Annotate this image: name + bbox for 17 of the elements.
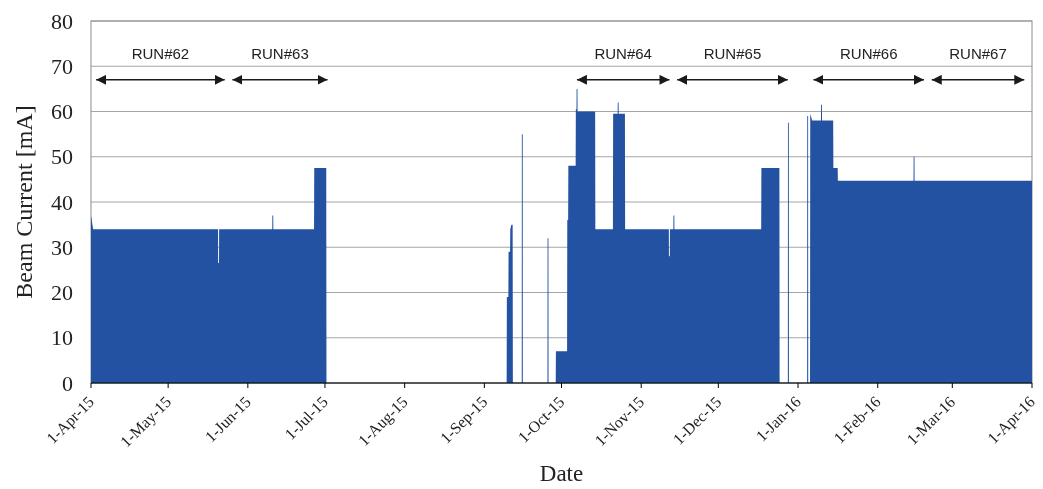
- y-tick-label: 80: [51, 8, 73, 34]
- y-tick-label: 40: [51, 189, 73, 215]
- series-label: RUN#67: [949, 44, 1007, 62]
- y-tick-label: 30: [51, 234, 73, 260]
- y-tick-label: 70: [51, 53, 73, 79]
- series-label: RUN#66: [839, 44, 898, 62]
- y-tick-label: 50: [51, 144, 73, 170]
- y-tick-label: 20: [51, 280, 73, 306]
- y-tick-label: 60: [51, 99, 73, 125]
- x-axis-title: Date: [539, 461, 584, 486]
- series-label: RUN#62: [131, 44, 190, 62]
- series-label: RUN#65: [703, 44, 762, 62]
- series-label: RUN#63: [251, 44, 309, 62]
- y-axis-title: Beam Current [mA]: [11, 105, 38, 299]
- series-label: RUN#64: [594, 44, 652, 62]
- y-tick-label: 0: [62, 370, 73, 396]
- y-tick-label: 10: [51, 325, 73, 351]
